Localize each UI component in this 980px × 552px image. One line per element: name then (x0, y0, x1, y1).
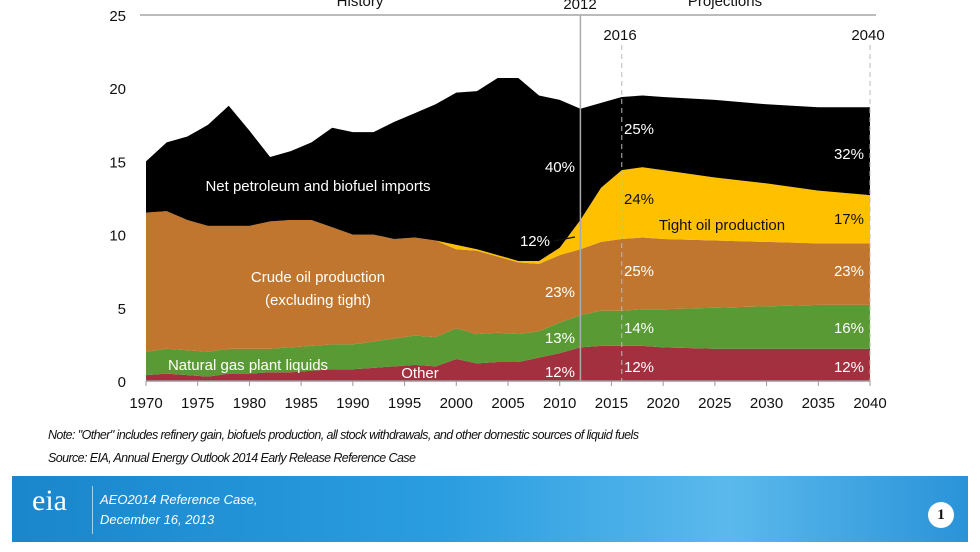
x-tick-label: 2010 (543, 395, 576, 412)
pct-2016-ngpl: 14% (624, 320, 654, 337)
pct-2016-other: 12% (624, 359, 654, 376)
other-label: Other (401, 365, 439, 382)
pct-2012-tight: 12% (520, 233, 550, 250)
crude-label: Crude oil production (251, 269, 385, 286)
area-other (146, 345, 870, 381)
footer-banner: eia AEO2014 Reference Case, December 16,… (12, 476, 968, 542)
x-tick-label: 2000 (440, 395, 473, 412)
pct-2016-crude: 25% (624, 263, 654, 280)
pct-2016-tight: 24% (624, 191, 654, 208)
x-tick-label: 1970 (129, 395, 162, 412)
ngpl-label: Natural gas plant liquids (168, 357, 328, 374)
area-tight-oil-production (146, 167, 870, 264)
pct-2012-other: 12% (545, 364, 575, 381)
footer-title: AEO2014 Reference Case, (100, 492, 258, 507)
pct-2012-crude: 23% (545, 284, 575, 301)
x-tick-label: 2025 (698, 395, 731, 412)
y-tick-label: 20 (109, 81, 126, 98)
pct-2040-other: 12% (834, 359, 864, 376)
pct-2016-imports: 25% (624, 121, 654, 138)
x-tick-label: 2015 (595, 395, 628, 412)
pct-2012-imports: 40% (545, 159, 575, 176)
x-tick-label: 2020 (646, 395, 679, 412)
chart-source: Source: EIA, Annual Energy Outlook 2014 … (48, 451, 416, 465)
pct-2040-tight: 17% (834, 211, 864, 228)
pct-2040-imports: 32% (834, 146, 864, 163)
x-tick-label: 2030 (750, 395, 783, 412)
label-2016: 2016 (603, 27, 636, 44)
footer-date: December 16, 2013 (100, 512, 215, 527)
label-2040: 2040 (851, 27, 884, 44)
area-natural-gas-plant-liquids (146, 304, 870, 377)
eia-logo: eia (32, 484, 67, 517)
chart-note: Note: "Other" includes refinery gain, bi… (48, 428, 639, 442)
x-tick-label: 1980 (233, 395, 266, 412)
label-history: History (337, 0, 384, 10)
pct-2040-ngpl: 16% (834, 320, 864, 337)
label-projections: Projections (688, 0, 762, 10)
arrow-icon (553, 236, 576, 242)
area-crude-oil-production-excluding-tight- (146, 211, 870, 352)
pct-2040-crude: 23% (834, 263, 864, 280)
crude-label-2: (excluding tight) (265, 292, 371, 309)
x-tick-label: 2005 (491, 395, 524, 412)
pct-2012-ngpl: 13% (545, 330, 575, 347)
page-number: 1 (928, 502, 954, 528)
x-tick-label: 2035 (802, 395, 835, 412)
x-tick-label: 2040 (853, 395, 886, 412)
x-tick-label: 1995 (388, 395, 421, 412)
x-tick-label: 1985 (284, 395, 317, 412)
x-tick-label: 1975 (181, 395, 214, 412)
area-net-petroleum-and-biofuel-imports (146, 77, 870, 261)
divider (92, 486, 93, 534)
label-2012: 2012 (563, 0, 596, 13)
y-tick-label: 5 (118, 301, 126, 318)
y-tick-label: 25 (109, 8, 126, 25)
y-tick-label: 10 (109, 228, 126, 245)
x-tick-label: 1990 (336, 395, 369, 412)
y-tick-label: 0 (118, 374, 126, 391)
tight-label: Tight oil production (659, 217, 785, 234)
y-tick-label: 15 (109, 154, 126, 171)
imports-label: Net petroleum and biofuel imports (205, 178, 430, 195)
